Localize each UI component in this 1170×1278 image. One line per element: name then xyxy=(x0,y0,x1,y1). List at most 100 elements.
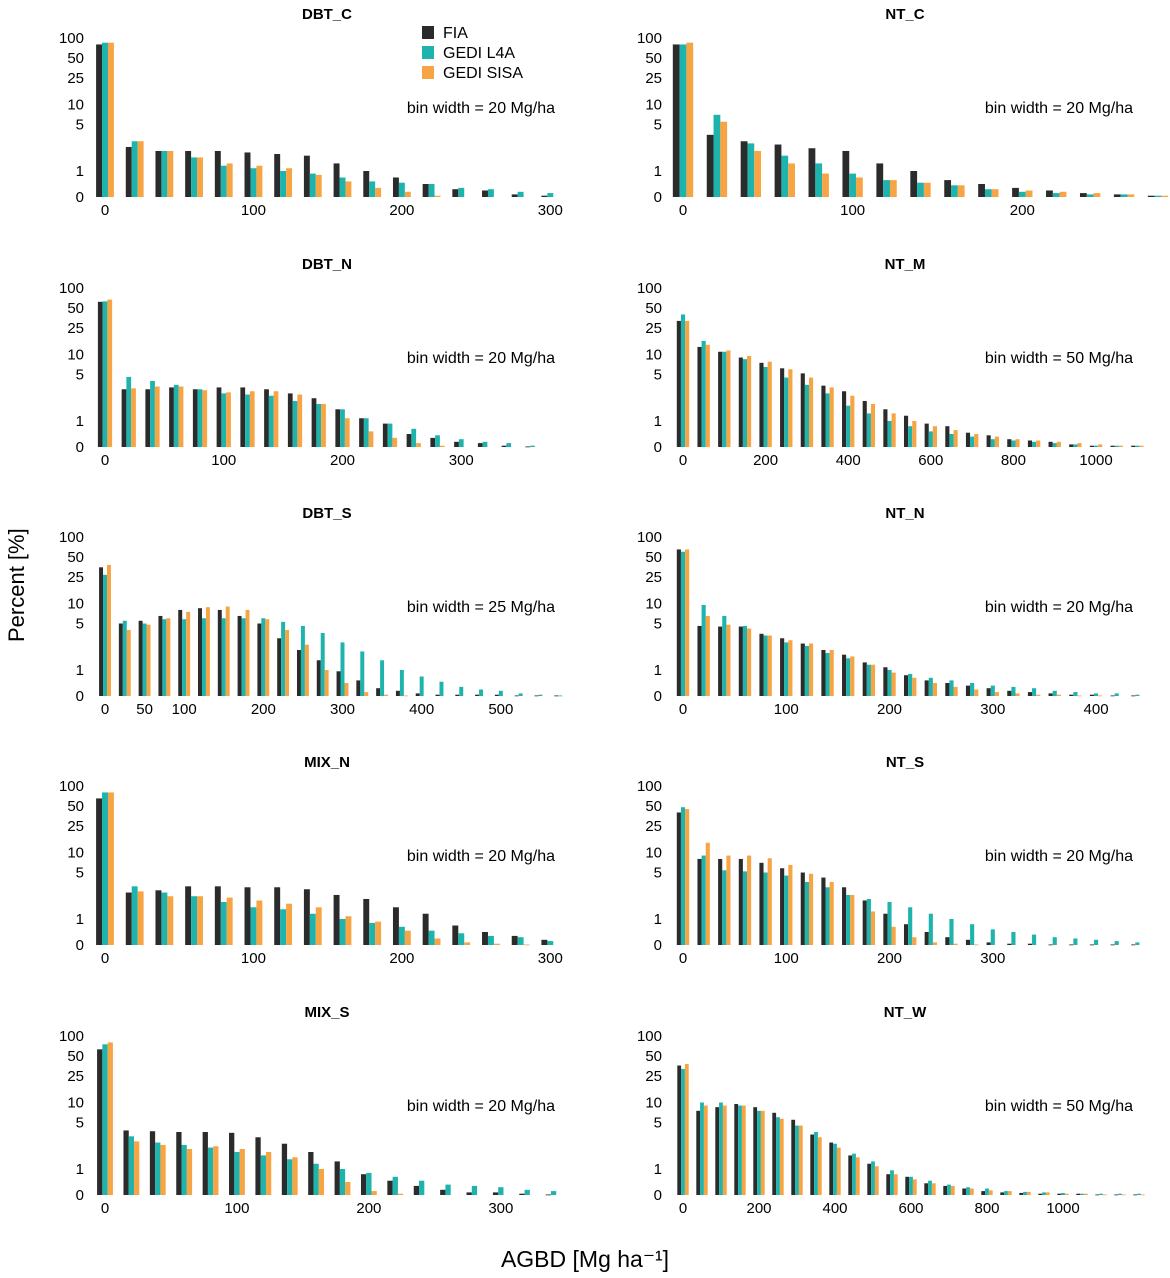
y-tick-label: 10 xyxy=(645,1095,662,1112)
bar-gedi-l4a xyxy=(990,929,995,945)
bar-fia xyxy=(308,1152,314,1195)
bar-gedi-sisa xyxy=(932,426,938,447)
bar-gedi-l4a xyxy=(126,376,132,447)
bar-gedi-sisa xyxy=(705,615,710,696)
bar-gedi-l4a xyxy=(763,872,768,945)
y-tick-label: 25 xyxy=(645,320,662,337)
legend-swatch xyxy=(422,26,434,39)
bar-fia xyxy=(525,446,531,448)
bar-gedi-sisa xyxy=(686,42,694,197)
bar-gedi-l4a xyxy=(887,902,892,945)
bar-gedi-l4a xyxy=(173,384,179,447)
bar-fia xyxy=(965,939,971,945)
bar-gedi-l4a xyxy=(518,693,523,696)
bar-fia xyxy=(800,872,805,945)
bar-fia xyxy=(800,373,805,447)
bar-fia xyxy=(676,812,681,945)
bar-gedi-l4a xyxy=(1099,1193,1103,1195)
bar-gedi-l4a xyxy=(1032,688,1037,696)
y-tick-label: 50 xyxy=(67,1048,84,1065)
bar-fia xyxy=(1046,190,1053,197)
bar-gedi-sisa xyxy=(950,1185,955,1195)
bar-gedi-l4a xyxy=(387,423,393,447)
bar-gedi-l4a xyxy=(102,301,108,447)
bar-fia xyxy=(176,1132,182,1195)
bar-gedi-sisa xyxy=(345,181,352,197)
bar-gedi-l4a xyxy=(131,141,138,197)
bar-fia xyxy=(534,695,539,697)
bar-fia xyxy=(1131,695,1136,697)
bar-gedi-l4a xyxy=(804,645,809,696)
bar-fia xyxy=(677,1065,682,1195)
bar-fia xyxy=(185,886,192,945)
bar-fia xyxy=(198,608,202,696)
bar-fia xyxy=(311,398,317,447)
bar-fia xyxy=(158,615,163,696)
bar-gedi-l4a xyxy=(1118,1193,1122,1195)
bar-fia xyxy=(738,357,743,447)
bar-gedi-l4a xyxy=(250,168,257,197)
bar-gedi-l4a xyxy=(1011,686,1016,696)
bar-fia xyxy=(718,858,723,945)
bar-gedi-sisa xyxy=(855,1157,860,1195)
bar-gedi-l4a xyxy=(679,44,687,197)
bar-fia xyxy=(257,623,262,696)
bar-gedi-sisa xyxy=(265,619,270,696)
bar-gedi-l4a xyxy=(281,621,286,696)
bar-fia xyxy=(422,184,429,197)
bar-gedi-sisa xyxy=(726,350,731,447)
y-tick-label: 10 xyxy=(67,1095,84,1112)
bar-gedi-l4a xyxy=(234,1152,240,1195)
bar-gedi-l4a xyxy=(366,1172,372,1195)
bar-fia xyxy=(296,649,301,696)
x-tick-label: 800 xyxy=(974,1200,999,1217)
bar-fia xyxy=(217,609,222,696)
bar-gedi-l4a xyxy=(846,894,851,945)
bar-fia xyxy=(96,798,103,945)
bar-gedi-l4a xyxy=(1135,694,1140,696)
bar-gedi-sisa xyxy=(256,900,263,945)
bar-fia xyxy=(541,939,548,945)
bar-gedi-l4a xyxy=(763,635,768,696)
bar-gedi-sisa xyxy=(225,606,230,696)
bar-gedi-sisa xyxy=(1083,1193,1088,1195)
y-tick-label: 5 xyxy=(654,367,662,384)
bar-gedi-l4a xyxy=(517,191,524,197)
bar-gedi-sisa xyxy=(1064,1193,1069,1195)
bar-fia xyxy=(734,1103,739,1195)
bin-width-annotation: bin width = 50 Mg/ha xyxy=(985,350,1133,367)
x-tick-label: 100 xyxy=(241,202,266,219)
bar-fia xyxy=(97,1049,103,1195)
bar-gedi-sisa xyxy=(371,1191,377,1195)
bar-fia xyxy=(924,423,929,447)
x-axis-label: AGBD [Mg ha⁻¹] xyxy=(500,1246,670,1272)
bar-gedi-sisa xyxy=(969,1188,974,1195)
x-tick-label: 200 xyxy=(251,701,276,718)
bar-fia xyxy=(1038,1193,1043,1195)
bar-gedi-l4a xyxy=(1137,1193,1141,1195)
bar-gedi-l4a xyxy=(1052,937,1057,945)
bin-width-annotation: bin width = 20 Mg/ha xyxy=(985,100,1133,117)
bar-gedi-sisa xyxy=(912,421,917,447)
bar-fia xyxy=(821,385,826,447)
bar-gedi-l4a xyxy=(122,620,127,696)
bar-gedi-l4a xyxy=(738,1105,742,1195)
bar-gedi-sisa xyxy=(1056,694,1061,696)
bar-gedi-l4a xyxy=(399,670,404,696)
y-tick-label: 50 xyxy=(67,50,84,67)
bar-fia xyxy=(759,362,764,447)
bar-fia xyxy=(545,1194,551,1196)
bar-gedi-sisa xyxy=(1102,1194,1107,1196)
bar-fia xyxy=(303,155,310,197)
bar-gedi-l4a xyxy=(340,409,345,447)
y-axis-label: Percent [%] xyxy=(4,528,29,642)
bar-gedi-sisa xyxy=(741,1105,746,1195)
bar-fia xyxy=(862,900,867,945)
bar-gedi-sisa xyxy=(1036,440,1041,447)
bar-fia xyxy=(501,445,507,447)
bar-gedi-sisa xyxy=(1093,193,1101,197)
bar-gedi-sisa xyxy=(705,842,710,945)
bar-gedi-l4a xyxy=(524,1189,530,1195)
bar-gedi-l4a xyxy=(220,902,227,945)
